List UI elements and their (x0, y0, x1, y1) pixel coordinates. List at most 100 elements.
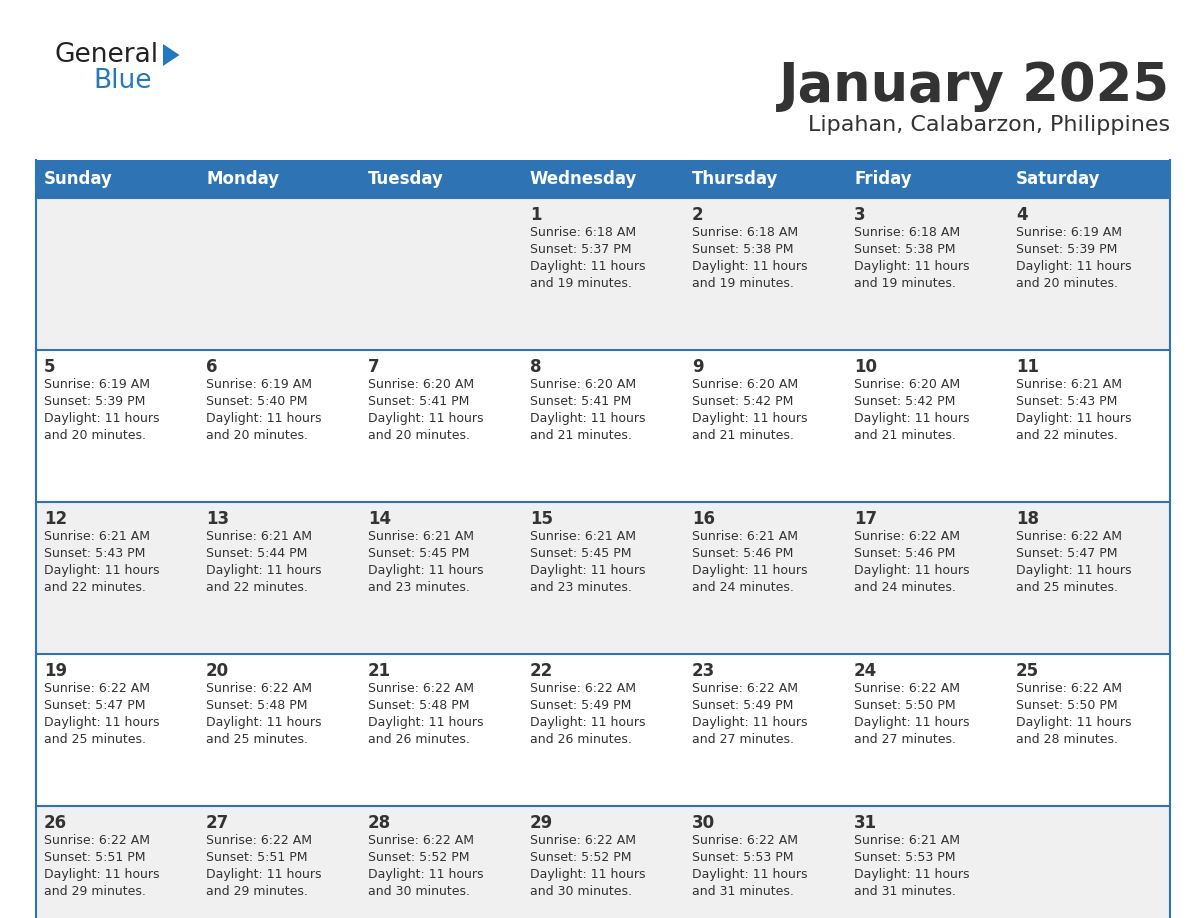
Bar (684, 198, 846, 350)
Bar (846, 160, 1007, 198)
Text: Sunrise: 6:21 AM: Sunrise: 6:21 AM (44, 530, 150, 543)
Bar (36, 350, 198, 502)
Text: Sunset: 5:43 PM: Sunset: 5:43 PM (1016, 395, 1118, 408)
Text: 10: 10 (854, 358, 877, 376)
Bar (522, 806, 684, 918)
Text: and 23 minutes.: and 23 minutes. (368, 581, 470, 594)
Text: Daylight: 11 hours: Daylight: 11 hours (691, 716, 808, 729)
Bar (36, 806, 198, 918)
Text: and 31 minutes.: and 31 minutes. (854, 885, 956, 898)
Bar (198, 198, 360, 350)
Bar (360, 502, 522, 654)
Text: Thursday: Thursday (691, 170, 778, 188)
Text: Daylight: 11 hours: Daylight: 11 hours (368, 868, 484, 881)
Text: Tuesday: Tuesday (368, 170, 444, 188)
Text: Sunrise: 6:18 AM: Sunrise: 6:18 AM (854, 226, 960, 239)
Text: Daylight: 11 hours: Daylight: 11 hours (530, 412, 645, 425)
Text: Sunset: 5:43 PM: Sunset: 5:43 PM (44, 547, 145, 560)
Text: Monday: Monday (206, 170, 279, 188)
Text: 16: 16 (691, 510, 715, 528)
Text: and 28 minutes.: and 28 minutes. (1016, 733, 1118, 746)
Text: Sunset: 5:52 PM: Sunset: 5:52 PM (368, 851, 469, 864)
Bar (360, 806, 522, 918)
Text: Sunset: 5:52 PM: Sunset: 5:52 PM (530, 851, 632, 864)
Text: and 23 minutes.: and 23 minutes. (530, 581, 632, 594)
Text: Daylight: 11 hours: Daylight: 11 hours (44, 564, 159, 577)
Text: 5: 5 (44, 358, 56, 376)
Text: 31: 31 (854, 814, 877, 832)
Text: Sunday: Sunday (44, 170, 113, 188)
Text: Sunset: 5:51 PM: Sunset: 5:51 PM (44, 851, 145, 864)
Text: and 24 minutes.: and 24 minutes. (854, 581, 956, 594)
Bar (846, 350, 1007, 502)
Text: and 22 minutes.: and 22 minutes. (1016, 429, 1118, 442)
Text: Sunrise: 6:19 AM: Sunrise: 6:19 AM (206, 378, 312, 391)
Text: Sunset: 5:53 PM: Sunset: 5:53 PM (854, 851, 955, 864)
Text: 11: 11 (1016, 358, 1040, 376)
Text: 7: 7 (368, 358, 380, 376)
Text: Daylight: 11 hours: Daylight: 11 hours (854, 260, 969, 273)
Text: Sunset: 5:40 PM: Sunset: 5:40 PM (206, 395, 308, 408)
Text: Daylight: 11 hours: Daylight: 11 hours (368, 412, 484, 425)
Text: January 2025: January 2025 (779, 60, 1170, 112)
Text: Sunset: 5:41 PM: Sunset: 5:41 PM (368, 395, 469, 408)
Text: 24: 24 (854, 662, 877, 680)
Text: 20: 20 (206, 662, 229, 680)
Text: and 30 minutes.: and 30 minutes. (368, 885, 470, 898)
Text: 23: 23 (691, 662, 715, 680)
Text: 6: 6 (206, 358, 217, 376)
Text: Blue: Blue (93, 68, 152, 94)
Text: Daylight: 11 hours: Daylight: 11 hours (691, 564, 808, 577)
Bar (846, 198, 1007, 350)
Text: Sunset: 5:49 PM: Sunset: 5:49 PM (530, 699, 631, 712)
Text: Sunrise: 6:20 AM: Sunrise: 6:20 AM (854, 378, 960, 391)
Text: Saturday: Saturday (1016, 170, 1100, 188)
Text: Daylight: 11 hours: Daylight: 11 hours (530, 868, 645, 881)
Text: Daylight: 11 hours: Daylight: 11 hours (691, 412, 808, 425)
Text: and 24 minutes.: and 24 minutes. (691, 581, 794, 594)
Bar (522, 350, 684, 502)
Text: Sunset: 5:48 PM: Sunset: 5:48 PM (368, 699, 469, 712)
Text: 18: 18 (1016, 510, 1040, 528)
Text: and 31 minutes.: and 31 minutes. (691, 885, 794, 898)
Text: and 20 minutes.: and 20 minutes. (206, 429, 308, 442)
Text: Sunrise: 6:20 AM: Sunrise: 6:20 AM (368, 378, 474, 391)
Text: 2: 2 (691, 206, 703, 224)
Text: Sunset: 5:42 PM: Sunset: 5:42 PM (691, 395, 794, 408)
Text: Sunrise: 6:22 AM: Sunrise: 6:22 AM (854, 530, 960, 543)
Text: Sunrise: 6:22 AM: Sunrise: 6:22 AM (691, 682, 798, 695)
Text: General: General (55, 42, 159, 68)
Text: 22: 22 (530, 662, 554, 680)
Text: Sunset: 5:46 PM: Sunset: 5:46 PM (691, 547, 794, 560)
Bar (36, 502, 198, 654)
Bar (684, 806, 846, 918)
Bar (1007, 160, 1170, 198)
Text: and 27 minutes.: and 27 minutes. (691, 733, 794, 746)
Bar (360, 350, 522, 502)
Text: and 20 minutes.: and 20 minutes. (368, 429, 470, 442)
Text: Sunset: 5:41 PM: Sunset: 5:41 PM (530, 395, 631, 408)
Text: 14: 14 (368, 510, 391, 528)
Text: Daylight: 11 hours: Daylight: 11 hours (368, 716, 484, 729)
Bar (684, 654, 846, 806)
Text: Sunrise: 6:21 AM: Sunrise: 6:21 AM (854, 834, 960, 847)
Text: 25: 25 (1016, 662, 1040, 680)
Text: Daylight: 11 hours: Daylight: 11 hours (854, 412, 969, 425)
Text: Daylight: 11 hours: Daylight: 11 hours (1016, 412, 1131, 425)
Bar (36, 198, 198, 350)
Text: Sunrise: 6:22 AM: Sunrise: 6:22 AM (368, 834, 474, 847)
Text: 30: 30 (691, 814, 715, 832)
Text: Sunset: 5:48 PM: Sunset: 5:48 PM (206, 699, 308, 712)
Text: Sunrise: 6:22 AM: Sunrise: 6:22 AM (530, 834, 636, 847)
Text: Sunrise: 6:22 AM: Sunrise: 6:22 AM (1016, 530, 1121, 543)
Text: 19: 19 (44, 662, 68, 680)
Bar (1007, 350, 1170, 502)
Text: Sunrise: 6:21 AM: Sunrise: 6:21 AM (368, 530, 474, 543)
Bar (198, 806, 360, 918)
Bar (846, 806, 1007, 918)
Text: Sunrise: 6:20 AM: Sunrise: 6:20 AM (530, 378, 636, 391)
Text: Sunrise: 6:21 AM: Sunrise: 6:21 AM (1016, 378, 1121, 391)
Text: and 19 minutes.: and 19 minutes. (691, 277, 794, 290)
Text: 29: 29 (530, 814, 554, 832)
Text: 15: 15 (530, 510, 552, 528)
